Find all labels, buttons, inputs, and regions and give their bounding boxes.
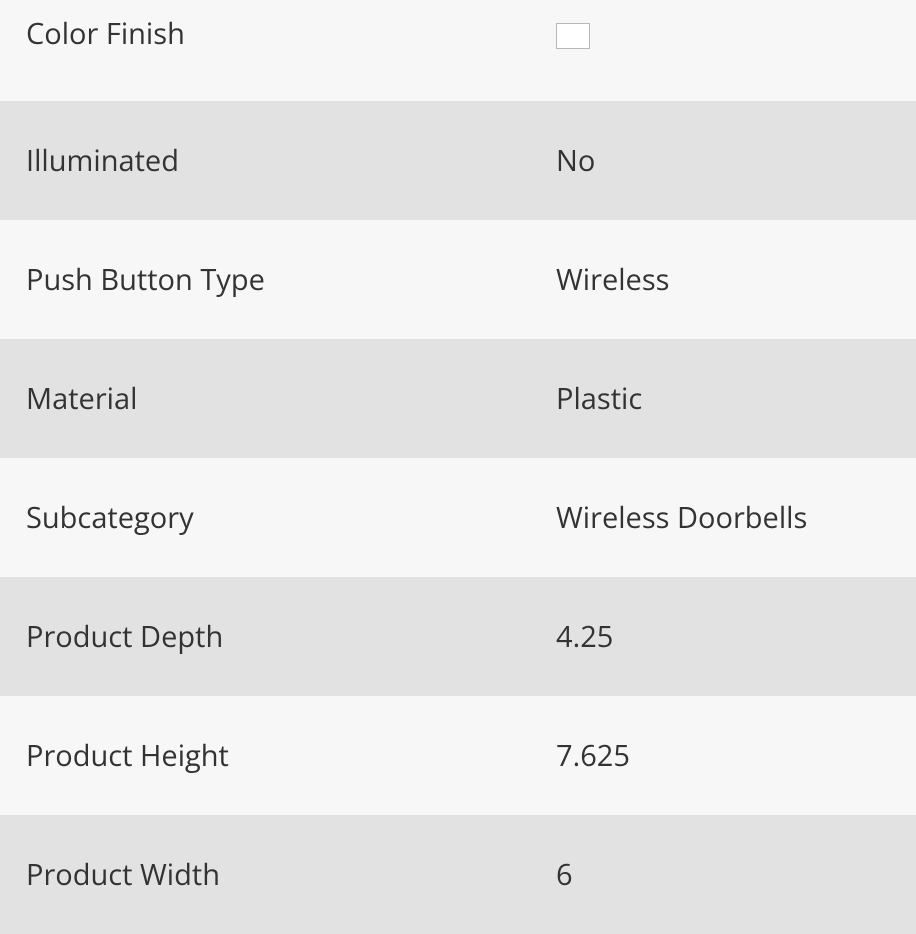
spec-value: [556, 14, 890, 53]
spec-label: Product Width: [26, 855, 556, 894]
spec-label: Material: [26, 379, 556, 418]
spec-value: 4.25: [556, 617, 890, 656]
color-swatch: [556, 23, 590, 49]
spec-value: 7.625: [556, 736, 890, 775]
table-row: Product Width 6: [0, 815, 916, 934]
spec-label: Product Height: [26, 736, 556, 775]
spec-value: No: [556, 141, 890, 180]
table-row: Color Finish: [0, 0, 916, 101]
table-row: Material Plastic: [0, 339, 916, 458]
spec-label: Product Depth: [26, 617, 556, 656]
table-row: Push Button Type Wireless: [0, 220, 916, 339]
spec-label: Subcategory: [26, 498, 556, 537]
spec-label: Color Finish: [26, 14, 556, 53]
spec-table: Color Finish Illuminated No Push Button …: [0, 0, 916, 934]
table-row: Illuminated No: [0, 101, 916, 220]
table-row: Product Height 7.625: [0, 696, 916, 815]
table-row: Product Depth 4.25: [0, 577, 916, 696]
spec-value: Plastic: [556, 379, 890, 418]
spec-value: 6: [556, 855, 890, 894]
spec-label: Illuminated: [26, 141, 556, 180]
table-row: Subcategory Wireless Doorbells: [0, 458, 916, 577]
spec-value: Wireless: [556, 260, 890, 299]
spec-label: Push Button Type: [26, 260, 556, 299]
spec-value: Wireless Doorbells: [556, 498, 890, 537]
